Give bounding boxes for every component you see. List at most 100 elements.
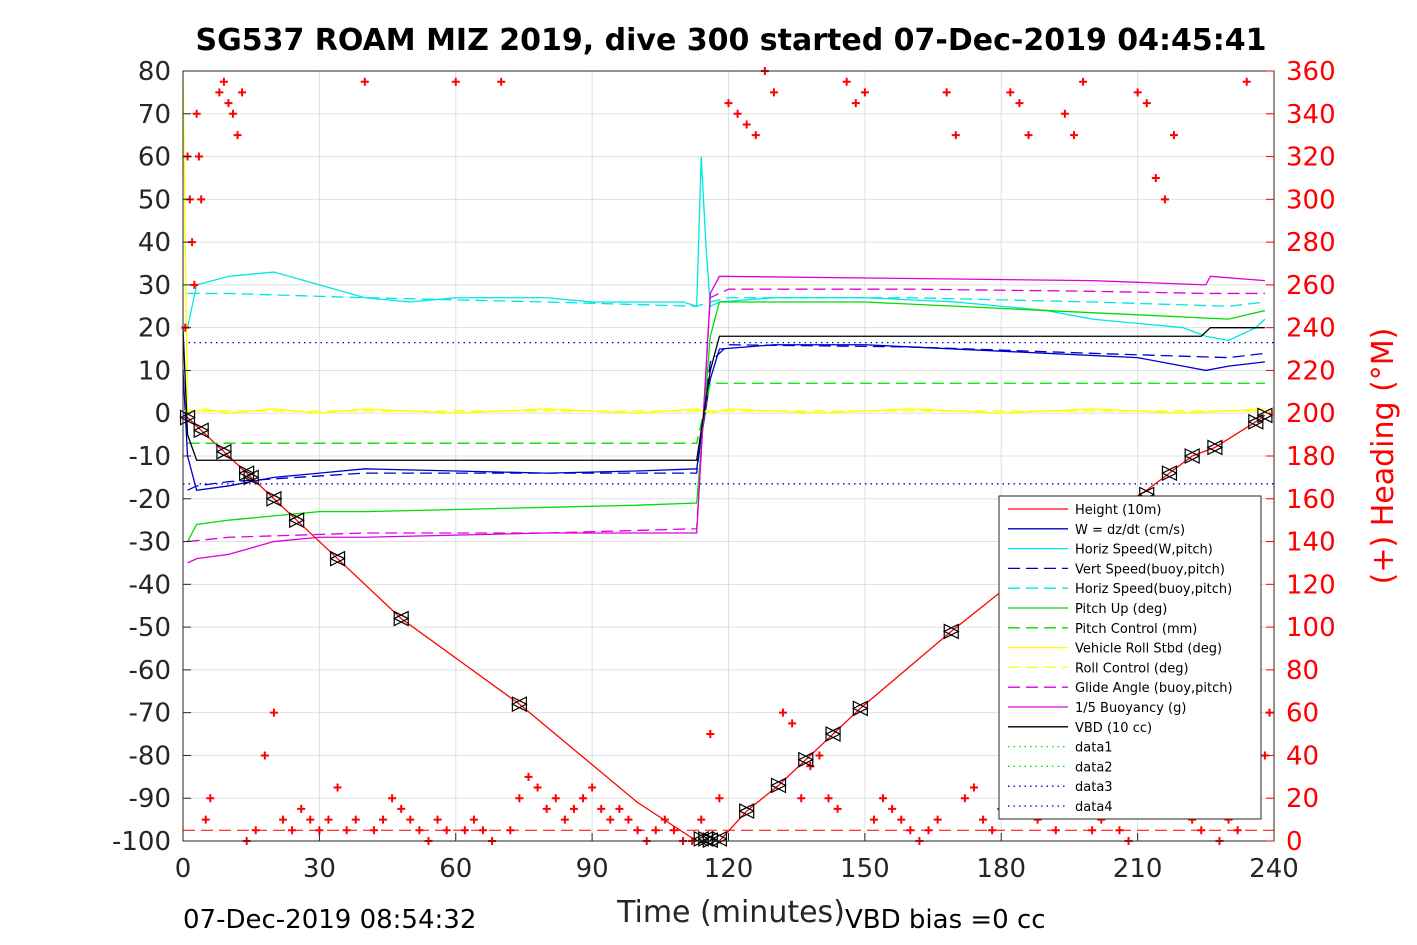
heading-point	[229, 109, 238, 118]
heading-point	[360, 77, 369, 86]
heading-point	[1133, 88, 1142, 97]
legend-label: Horiz Speed(W,pitch)	[1075, 543, 1213, 558]
heading-point	[415, 826, 424, 835]
heading-point	[860, 88, 869, 97]
heading-point	[969, 783, 978, 792]
heading-point	[1060, 109, 1069, 118]
heading-point	[260, 751, 269, 760]
x-tick-label: 240	[1249, 854, 1299, 884]
heading-point	[751, 131, 760, 140]
height-marker	[1161, 465, 1178, 482]
heading-point	[851, 99, 860, 108]
height-marker	[1247, 413, 1265, 430]
heading-point	[769, 88, 778, 97]
height-marker	[711, 830, 728, 847]
heading-point	[1115, 826, 1124, 835]
y-left-tick-label: 70	[138, 100, 171, 130]
series-line-9	[187, 288, 1265, 543]
y-left-tick-label: 60	[138, 143, 171, 173]
legend-label: Height (10m)	[1075, 503, 1161, 518]
height-marker	[1206, 439, 1224, 456]
height-marker	[1183, 448, 1201, 464]
heading-point	[579, 794, 588, 803]
y-right-tick-label: 320	[1286, 143, 1336, 173]
heading-point	[551, 794, 560, 803]
heading-point	[1197, 826, 1206, 835]
x-axis-ticks: 0 30 60 90 120 150 180 210 240	[175, 833, 1299, 884]
heading-point	[524, 772, 533, 781]
y-right-tick-label: 140	[1286, 528, 1336, 558]
heading-point	[542, 804, 551, 813]
heading-point	[315, 826, 324, 835]
y-left-tick-label: 80	[138, 57, 171, 87]
y-left-tick-label: -100	[112, 827, 171, 857]
heading-point	[815, 751, 824, 760]
heading-point	[797, 794, 806, 803]
heading-point	[192, 109, 201, 118]
y-left-tick-label: 10	[138, 356, 171, 386]
x-tick-label: 90	[576, 854, 609, 884]
y-right-tick-label: 60	[1286, 699, 1319, 729]
heading-point	[697, 815, 706, 824]
heading-point	[979, 815, 988, 824]
heading-point	[506, 826, 515, 835]
heading-point	[1088, 826, 1097, 835]
heading-point	[788, 719, 797, 728]
y-right-tick-label: 160	[1286, 485, 1336, 515]
heading-point	[824, 794, 833, 803]
height-marker	[692, 830, 710, 847]
x-tick-label: 180	[976, 854, 1026, 884]
legend-label: Vert Speed(buoy,pitch)	[1075, 562, 1225, 577]
series-line-6	[187, 382, 1265, 444]
height-marker	[738, 803, 756, 820]
series-line-5	[186, 301, 1266, 542]
heading-point	[469, 815, 478, 824]
heading-point	[533, 783, 542, 792]
legend-label: Horiz Speed(buoy,pitch)	[1075, 582, 1232, 597]
heading-point	[479, 826, 488, 835]
footer-timestamp: 07-Dec-2019 08:54:32	[183, 905, 476, 935]
legend-label: W = dz/dt (cm/s)	[1075, 523, 1185, 538]
y-right-tick-label: 120	[1286, 570, 1336, 600]
heading-point	[1233, 826, 1242, 835]
heading-point	[615, 804, 624, 813]
height-marker	[242, 469, 260, 486]
height-marker	[701, 832, 719, 849]
heading-point	[342, 826, 351, 835]
heading-point	[197, 195, 206, 204]
legend-label: 1/5 Buoyancy (g)	[1075, 701, 1186, 716]
legend-label: data3	[1075, 780, 1113, 795]
heading-point	[1051, 826, 1060, 835]
y-right-tick-label: 0	[1286, 827, 1303, 857]
heading-point	[924, 826, 933, 835]
legend-label: Vehicle Roll Stbd (deg)	[1075, 642, 1222, 657]
y-right-tick-label: 180	[1286, 442, 1336, 472]
y-right-tick-label: 20	[1286, 784, 1319, 814]
legend-label: data2	[1075, 760, 1113, 775]
y-right-tick-label: 80	[1286, 656, 1319, 686]
heading-point	[715, 794, 724, 803]
y-left-tick-label: -40	[129, 570, 171, 600]
footer-vbd-bias: VBD bias =0 cc	[845, 905, 1046, 935]
heading-point	[779, 708, 788, 717]
height-marker	[215, 443, 233, 460]
heading-point	[597, 804, 606, 813]
heading-point	[560, 815, 569, 824]
heading-point	[369, 826, 378, 835]
x-tick-label: 0	[175, 854, 192, 884]
y-left-tick-label: -10	[129, 442, 171, 472]
heading-point	[269, 708, 278, 717]
heading-point	[251, 826, 260, 835]
heading-point	[842, 77, 851, 86]
heading-point	[206, 794, 215, 803]
y-left-tick-label: -50	[129, 613, 171, 643]
y-right-tick-label: 240	[1286, 314, 1336, 344]
y-right-tick-label: 200	[1286, 399, 1336, 429]
height-marker	[797, 751, 815, 768]
legend-box	[998, 495, 1262, 820]
heading-point	[879, 794, 888, 803]
heading-point	[869, 815, 878, 824]
height-marker	[770, 777, 787, 794]
height-marker	[192, 422, 210, 439]
y-left-axis-ticks: -100-90-80-70-60-50-40-30-20-10010203040…	[112, 57, 191, 857]
